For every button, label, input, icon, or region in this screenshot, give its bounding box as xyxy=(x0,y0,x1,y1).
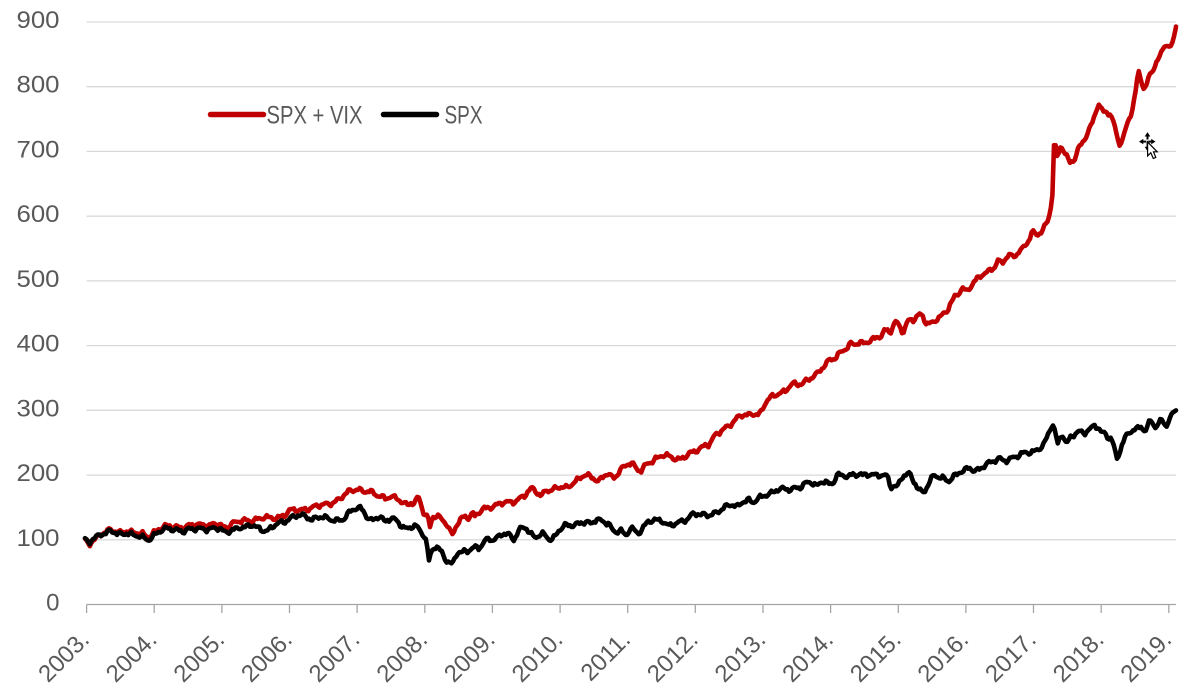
svg-text:400: 400 xyxy=(17,331,60,358)
svg-text:0: 0 xyxy=(46,590,59,617)
svg-text:700: 700 xyxy=(17,136,60,163)
svg-text:SPX: SPX xyxy=(445,101,483,129)
svg-text:800: 800 xyxy=(17,72,60,99)
svg-text:100: 100 xyxy=(17,525,60,552)
svg-text:300: 300 xyxy=(17,395,60,422)
svg-text:900: 900 xyxy=(17,7,60,34)
svg-text:500: 500 xyxy=(17,266,60,293)
svg-text:600: 600 xyxy=(17,201,60,228)
svg-text:SPX + VIX: SPX + VIX xyxy=(267,101,363,129)
svg-text:200: 200 xyxy=(17,460,60,487)
